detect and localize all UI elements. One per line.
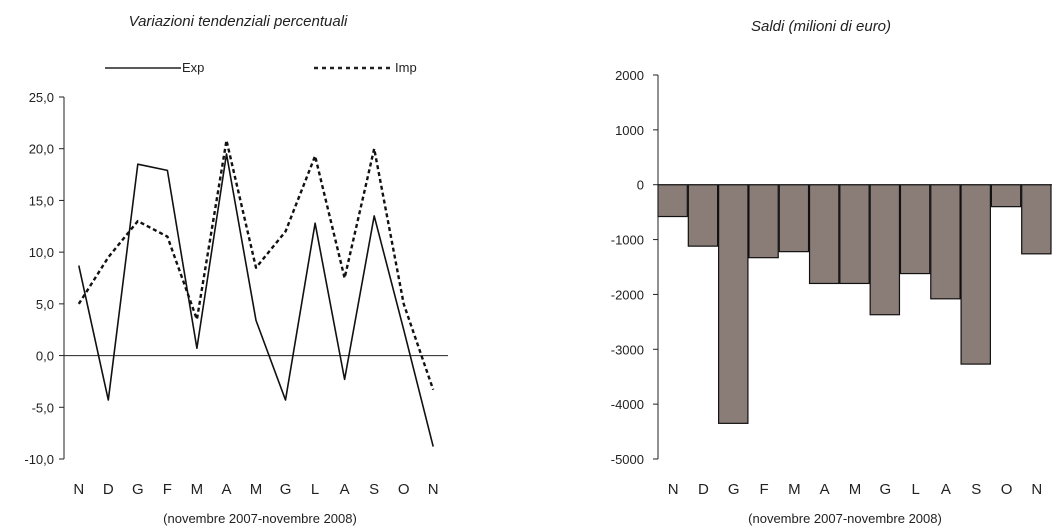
x-tick-label: N: [668, 481, 679, 498]
bar: [869, 184, 901, 316]
y-tick-label: -10,0: [24, 452, 54, 467]
series-line-imp: [77, 139, 435, 391]
legend-imp-label: Imp: [395, 60, 417, 75]
y-tick-label: 0: [637, 178, 644, 193]
series-line-exp: [78, 153, 434, 447]
bar: [808, 184, 840, 285]
x-tick-label: A: [221, 481, 231, 498]
x-tick-label: D: [103, 481, 114, 498]
x-tick-label: F: [759, 481, 768, 498]
y-tick-label: 10,0: [29, 245, 54, 260]
bar: [718, 184, 749, 424]
bar-chart-title: Saldi (milioni di euro): [751, 18, 891, 35]
x-tick-label: S: [369, 481, 379, 498]
y-tick-label: 1000: [615, 123, 644, 138]
bar-chart-caption: (novembre 2007-novembre 2008): [748, 511, 942, 526]
x-tick-label: N: [1031, 481, 1042, 498]
x-tick-label: D: [698, 481, 709, 498]
x-tick-label: M: [250, 481, 263, 498]
x-tick-label: M: [849, 481, 862, 498]
bar: [1021, 184, 1052, 255]
x-tick-label: A: [340, 481, 350, 498]
y-tick-label: -5,0: [32, 400, 54, 415]
x-tick-label: N: [73, 481, 84, 498]
x-tick-label: M: [788, 481, 801, 498]
x-tick-label: L: [311, 481, 319, 498]
x-tick-label: S: [971, 481, 981, 498]
x-tick-label: F: [163, 481, 172, 498]
y-tick-label: 15,0: [29, 193, 54, 208]
x-tick-label: O: [1001, 481, 1013, 498]
x-tick-label: G: [280, 481, 292, 498]
y-tick-label: -3000: [611, 342, 644, 357]
line-chart-legend: Exp Imp: [105, 60, 417, 75]
x-tick-label: G: [132, 481, 144, 498]
x-tick-label: L: [911, 481, 919, 498]
bar: [930, 184, 961, 300]
x-tick-label: A: [820, 481, 830, 498]
y-tick-label: 5,0: [36, 297, 54, 312]
bar: [899, 184, 931, 275]
x-tick-label: G: [728, 481, 740, 498]
bar: [960, 184, 991, 365]
bar: [990, 184, 1022, 208]
bar: [657, 184, 688, 218]
y-tick-label: 0,0: [36, 349, 54, 364]
x-tick-label: N: [428, 481, 439, 498]
bar: [748, 184, 779, 259]
bar: [839, 184, 870, 285]
bar-chart: Saldi (milioni di euro) 2000 1000 0 -1000 -2…: [611, 18, 1052, 526]
y-tick-label: -4000: [611, 397, 644, 412]
legend-exp-label: Exp: [182, 60, 204, 75]
y-tick-label: -2000: [611, 287, 644, 302]
x-tick-label: G: [879, 481, 891, 498]
x-tick-label: M: [191, 481, 204, 498]
bar: [778, 184, 810, 253]
y-tick-label: 2000: [615, 68, 644, 83]
y-tick-label: 25,0: [29, 90, 54, 105]
x-tick-label: O: [398, 481, 410, 498]
y-tick-label: 20,0: [29, 142, 54, 157]
line-chart-title: Variazioni tendenziali percentuali: [129, 13, 348, 30]
x-tick-label: A: [941, 481, 951, 498]
line-chart-caption: (novembre 2007-novembre 2008): [163, 511, 357, 526]
line-chart: Variazioni tendenziali percentuali Exp I…: [24, 13, 448, 526]
y-tick-label: -1000: [611, 233, 644, 248]
bar: [687, 184, 719, 247]
y-tick-label: -5000: [611, 452, 644, 467]
